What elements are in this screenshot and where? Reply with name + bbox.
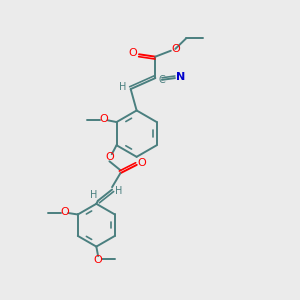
- Text: C: C: [158, 75, 165, 85]
- Text: O: O: [138, 158, 146, 168]
- Text: O: O: [171, 44, 180, 54]
- Text: O: O: [129, 48, 137, 58]
- Text: O: O: [99, 114, 108, 124]
- Text: H: H: [115, 186, 122, 196]
- Text: O: O: [60, 207, 69, 217]
- Text: O: O: [105, 152, 114, 162]
- Text: N: N: [176, 72, 185, 82]
- Text: H: H: [119, 82, 126, 92]
- Text: H: H: [90, 190, 97, 200]
- Text: O: O: [94, 255, 103, 265]
